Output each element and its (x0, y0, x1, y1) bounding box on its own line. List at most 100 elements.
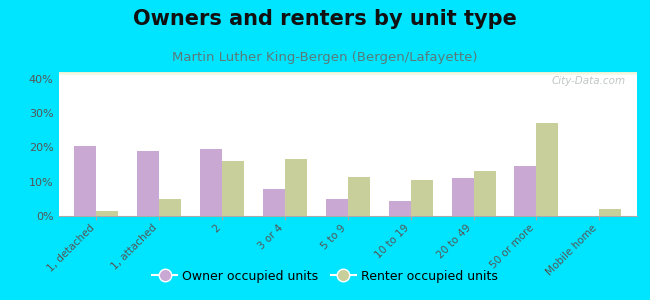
Bar (58, 72, 637, 74)
Bar (58, 73, 637, 74)
Bar (58, 73, 637, 75)
Bar (58, 73, 637, 74)
Bar (58, 73, 637, 74)
Bar (58, 72, 637, 74)
Bar (58, 73, 637, 74)
Bar (58, 72, 637, 74)
Bar (58, 73, 637, 74)
Bar (58, 73, 637, 75)
Bar (58, 72, 637, 74)
Bar (58, 73, 637, 75)
Bar (58, 73, 637, 74)
Bar (58, 72, 637, 74)
Bar (58, 73, 637, 74)
Bar (58, 72, 637, 74)
Bar (58, 72, 637, 74)
Bar (58, 73, 637, 75)
Bar (452, 178, 473, 216)
Bar (326, 199, 348, 216)
Bar (599, 209, 621, 216)
Bar (285, 159, 307, 216)
Bar (58, 73, 637, 75)
Bar (58, 73, 637, 74)
Bar (58, 72, 637, 74)
Bar (58, 73, 637, 75)
Bar (58, 72, 637, 74)
Bar (58, 73, 637, 74)
Bar (58, 73, 637, 75)
Bar (58, 73, 637, 75)
Bar (58, 73, 637, 74)
Bar (58, 73, 637, 74)
Bar (58, 72, 637, 74)
Bar (58, 73, 637, 74)
Text: City-Data.com: City-Data.com (551, 76, 625, 86)
Bar (58, 73, 637, 74)
Bar (58, 72, 637, 74)
Bar (159, 199, 181, 216)
Text: Martin Luther King-Bergen (Bergen/Lafayette): Martin Luther King-Bergen (Bergen/Lafaye… (172, 51, 478, 64)
Bar (58, 73, 637, 74)
Bar (58, 73, 637, 75)
Bar (58, 73, 637, 75)
Bar (58, 73, 637, 74)
Bar (58, 73, 637, 74)
Bar (58, 73, 637, 74)
Bar (58, 73, 637, 75)
Bar (58, 73, 637, 74)
Bar (58, 73, 637, 74)
Bar (58, 72, 637, 74)
Bar (263, 189, 285, 216)
Bar (58, 72, 637, 74)
Bar (58, 72, 637, 74)
Bar (58, 73, 637, 74)
Bar (58, 73, 637, 74)
Bar (58, 72, 637, 74)
Bar (58, 73, 637, 74)
Bar (58, 72, 637, 74)
Bar (58, 74, 637, 75)
Bar (58, 73, 637, 74)
Bar (58, 73, 637, 74)
Bar (74, 146, 96, 216)
Bar (58, 73, 637, 75)
Bar (58, 73, 637, 74)
Bar (58, 72, 637, 74)
Bar (58, 73, 637, 74)
Bar (58, 72, 637, 74)
Bar (58, 72, 637, 74)
Bar (58, 73, 637, 74)
Bar (58, 73, 637, 74)
Bar (58, 73, 637, 75)
Bar (58, 73, 637, 74)
Bar (58, 73, 637, 75)
Bar (58, 72, 637, 74)
Bar (58, 72, 637, 74)
Bar (58, 73, 637, 74)
Bar (58, 72, 637, 74)
Bar (58, 73, 637, 74)
Bar (58, 72, 637, 74)
Bar (58, 73, 637, 75)
Bar (389, 201, 411, 216)
Bar (58, 72, 637, 74)
Bar (58, 73, 637, 74)
Bar (58, 73, 637, 74)
Bar (58, 73, 637, 75)
Bar (411, 180, 433, 216)
Bar (58, 72, 637, 74)
Bar (58, 72, 637, 74)
Bar (514, 166, 536, 216)
Bar (58, 73, 637, 74)
Bar (58, 72, 637, 74)
Bar (58, 73, 637, 74)
Bar (348, 177, 370, 216)
Bar (473, 171, 495, 216)
Bar (58, 73, 637, 74)
Legend: Owner occupied units, Renter occupied units: Owner occupied units, Renter occupied un… (148, 265, 502, 288)
Bar (58, 73, 637, 74)
Bar (222, 161, 244, 216)
Bar (58, 72, 637, 74)
Bar (58, 72, 637, 74)
Bar (58, 73, 637, 74)
